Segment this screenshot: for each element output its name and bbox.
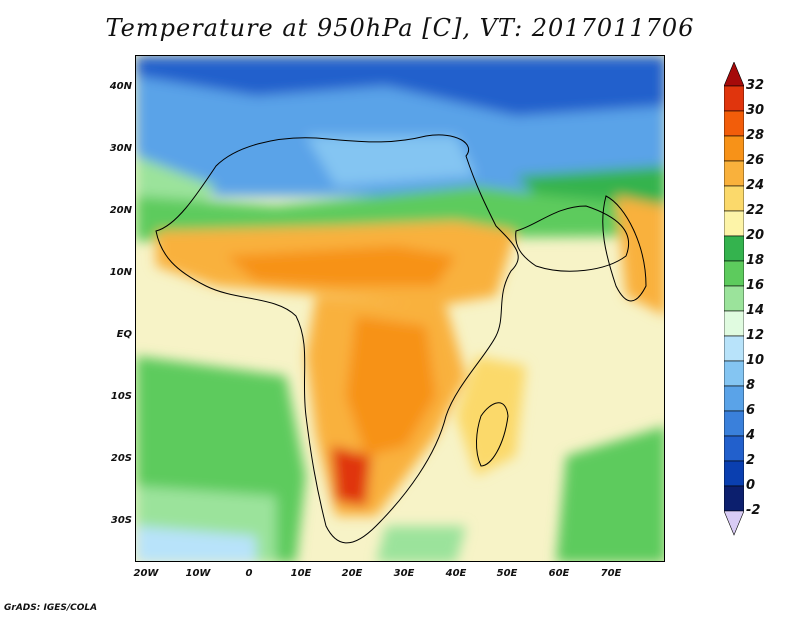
lat-label-40n: 40N xyxy=(109,81,132,92)
lon-label-30e: 30E xyxy=(393,568,415,579)
colorbar-cell xyxy=(724,210,744,237)
colorbar-tick-label: 4 xyxy=(746,428,756,443)
colorbar-tick-label: 32 xyxy=(746,78,765,93)
colorbar-cell xyxy=(724,485,744,512)
lon-label-40e: 40E xyxy=(445,568,467,579)
colorbar-cell xyxy=(724,385,744,412)
temperature-field xyxy=(136,56,664,561)
colorbar-tick-label: 14 xyxy=(746,303,765,318)
colorbar-tick-label: 18 xyxy=(746,253,765,268)
lat-label-20s: 20S xyxy=(110,453,132,464)
colorbar-tick-label: 16 xyxy=(746,278,765,293)
colorbar-cell xyxy=(724,235,744,262)
colorbar-cell xyxy=(724,460,744,487)
colorbar-cell xyxy=(724,185,744,212)
lon-label-60e: 60E xyxy=(548,568,570,579)
colorbar-tick-label: 24 xyxy=(746,178,765,193)
colorbar-tick-label: 26 xyxy=(746,153,765,168)
colorbar-tick-label: 2 xyxy=(746,453,756,468)
colorbar-tick-label: 10 xyxy=(746,353,765,368)
colorbar-tick-label: 30 xyxy=(746,103,765,118)
lon-label-50e: 50E xyxy=(496,568,518,579)
lon-label-70e: 70E xyxy=(600,568,622,579)
lat-label-10n: 10N xyxy=(109,267,132,278)
colorbar-cell xyxy=(724,435,744,462)
lon-label-10w: 10W xyxy=(185,568,211,579)
colorbar-tick-label: 20 xyxy=(746,228,765,243)
colorbar-cell xyxy=(724,360,744,387)
colorbar-bottom-arrow xyxy=(724,510,744,536)
colorbar-tick-label: 28 xyxy=(746,128,765,143)
colorbar-tick-label: 22 xyxy=(746,203,765,218)
colorbar-cell xyxy=(724,410,744,437)
colorbar-tick-label: 12 xyxy=(746,328,765,343)
colorbar-cell xyxy=(724,85,744,112)
grads-credit: GrADS: IGES/COLA xyxy=(4,603,98,613)
lat-label-30s: 30S xyxy=(110,515,132,526)
coastlines xyxy=(155,134,647,544)
lon-label-10e: 10E xyxy=(290,568,312,579)
lat-label-20n: 20N xyxy=(109,205,132,216)
chart-title: Temperature at 950hPa [C], VT: 201701170… xyxy=(105,14,695,42)
colorbar-cell xyxy=(724,335,744,362)
colorbar-tick-label: 0 xyxy=(746,478,756,493)
colorbar-cell xyxy=(724,310,744,337)
colorbar-top-arrow xyxy=(724,62,744,87)
colorbar-cell xyxy=(724,285,744,312)
colorbar-tick-label: 6 xyxy=(746,403,756,418)
colorbar-cell xyxy=(724,260,744,287)
lat-label-30n: 30N xyxy=(109,143,132,154)
lon-label-20w: 20W xyxy=(133,568,159,579)
colorbar-tick-label: 8 xyxy=(746,378,756,393)
temperature-map[interactable] xyxy=(135,55,665,562)
lat-label-10s: 10S xyxy=(110,391,132,402)
lon-label-20e: 20E xyxy=(341,568,363,579)
colorbar-cell xyxy=(724,160,744,187)
colorbar-cell xyxy=(724,135,744,162)
lon-label-0: 0 xyxy=(245,568,253,579)
colorbar xyxy=(724,62,744,536)
colorbar-tick-label: -2 xyxy=(746,503,761,518)
colorbar-cell xyxy=(724,110,744,137)
lat-label-eq: EQ xyxy=(116,329,132,340)
